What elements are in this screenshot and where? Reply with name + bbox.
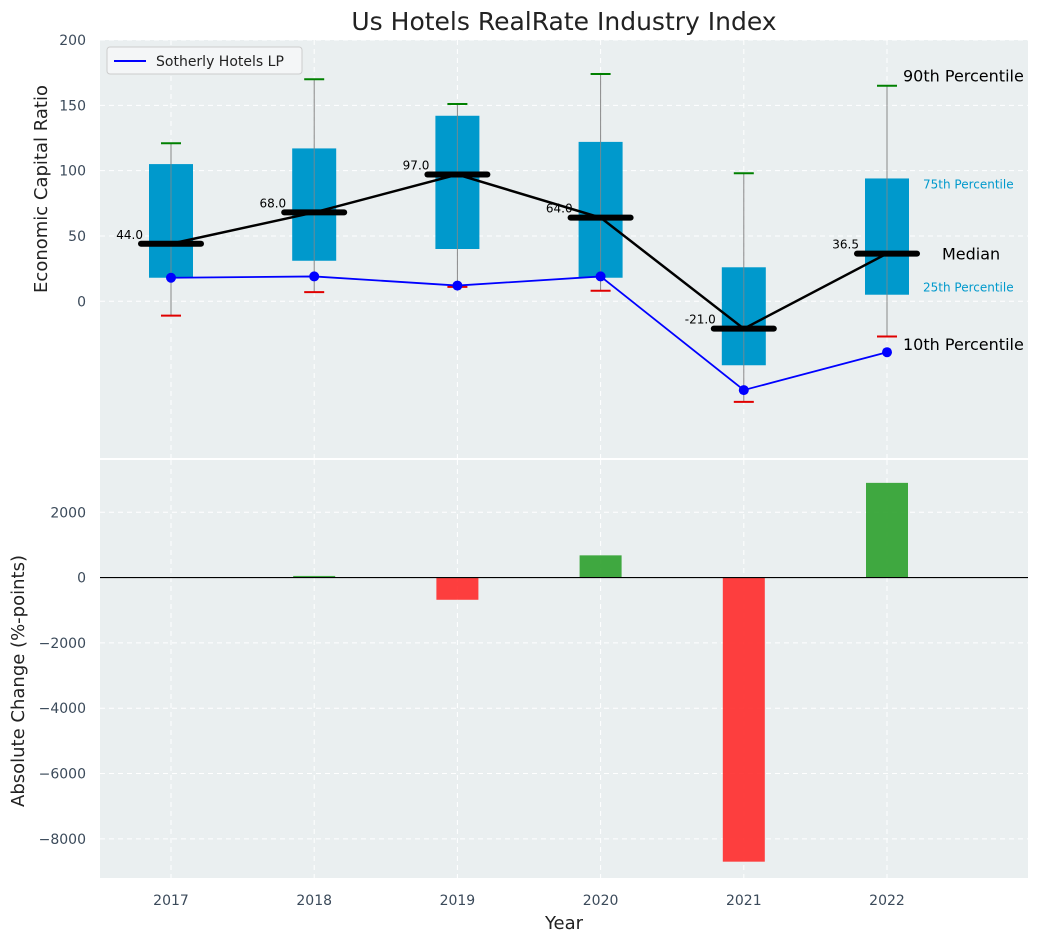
top-y-tick-label: 50 [68,229,86,245]
company-point-2019 [452,280,463,291]
chart-title: Us Hotels RealRate Industry Index [351,7,776,36]
x-tick-label: 2018 [296,893,332,909]
bottom-y-tick-label: −2000 [39,636,86,652]
legend-box [106,46,303,75]
median-trend-line [170,173,888,331]
bottom-y-tick-label: 2000 [50,505,86,521]
box-panel: 0 50 100 150 200 44.0 68.0 97.0 64.0 -21.0 36.5 90t… [59,33,1028,458]
legend: Sotherly Hotels LP [106,46,303,75]
change-bar-2018 [293,575,336,578]
median-value-label-2022: 36.5 [832,238,859,252]
legend-entry-label: Sotherly Hotels LP [156,54,284,70]
change-bar-2022 [866,482,908,578]
bottom-y-tick-label: −8000 [39,832,86,848]
change-bar-2020 [579,555,622,578]
bottom-y-tick-label: −4000 [39,701,86,717]
median-value-label-2020: 64.0 [546,202,573,216]
x-tick-label: 2022 [869,893,905,909]
x-tick-label: 2020 [583,893,619,909]
annotation-p25: 25th Percentile [923,281,1014,295]
median-value-label-2017: 44.0 [116,228,143,242]
top-y-tick-label: 0 [77,294,86,310]
company-series-line [170,275,888,392]
top-y-tick-label: 100 [59,164,86,180]
median-value-label-2018: 68.0 [259,196,286,210]
company-point-2017 [166,272,176,283]
x-axis-title: Year [544,913,584,934]
annotation-p90: 90th Percentile [903,67,1024,86]
change-panel: −8000 −6000 −4000 −2000 0 2000 2017 2018 2019 202… [39,460,1028,909]
top-y-tick-label: 200 [59,33,86,49]
company-point-2022 [882,347,892,358]
x-tick-label: 2019 [440,893,476,909]
top-y-axis-title: Economic Capital Ratio [31,85,52,293]
median-value-label-2019: 97.0 [403,159,430,173]
bottom-y-tick-label: 0 [77,571,86,587]
change-bar-2019 [436,577,479,600]
change-bar-2021 [722,577,765,862]
annotation-p75: 75th Percentile [923,177,1014,191]
company-point-2020 [595,271,606,282]
top-y-tick-label: 150 [59,98,86,114]
x-tick-label: 2017 [153,893,189,909]
annotation-median: Median [942,245,1000,264]
x-tick-label: 2021 [726,893,762,909]
bottom-y-tick-label: −6000 [39,767,86,783]
company-point-2018 [309,271,320,282]
bottom-y-axis-title: Absolute Change (%-points) [8,555,29,807]
company-point-2021 [738,385,749,396]
median-value-label-2021: -21.0 [685,313,716,327]
annotation-p10: 10th Percentile [903,335,1024,354]
